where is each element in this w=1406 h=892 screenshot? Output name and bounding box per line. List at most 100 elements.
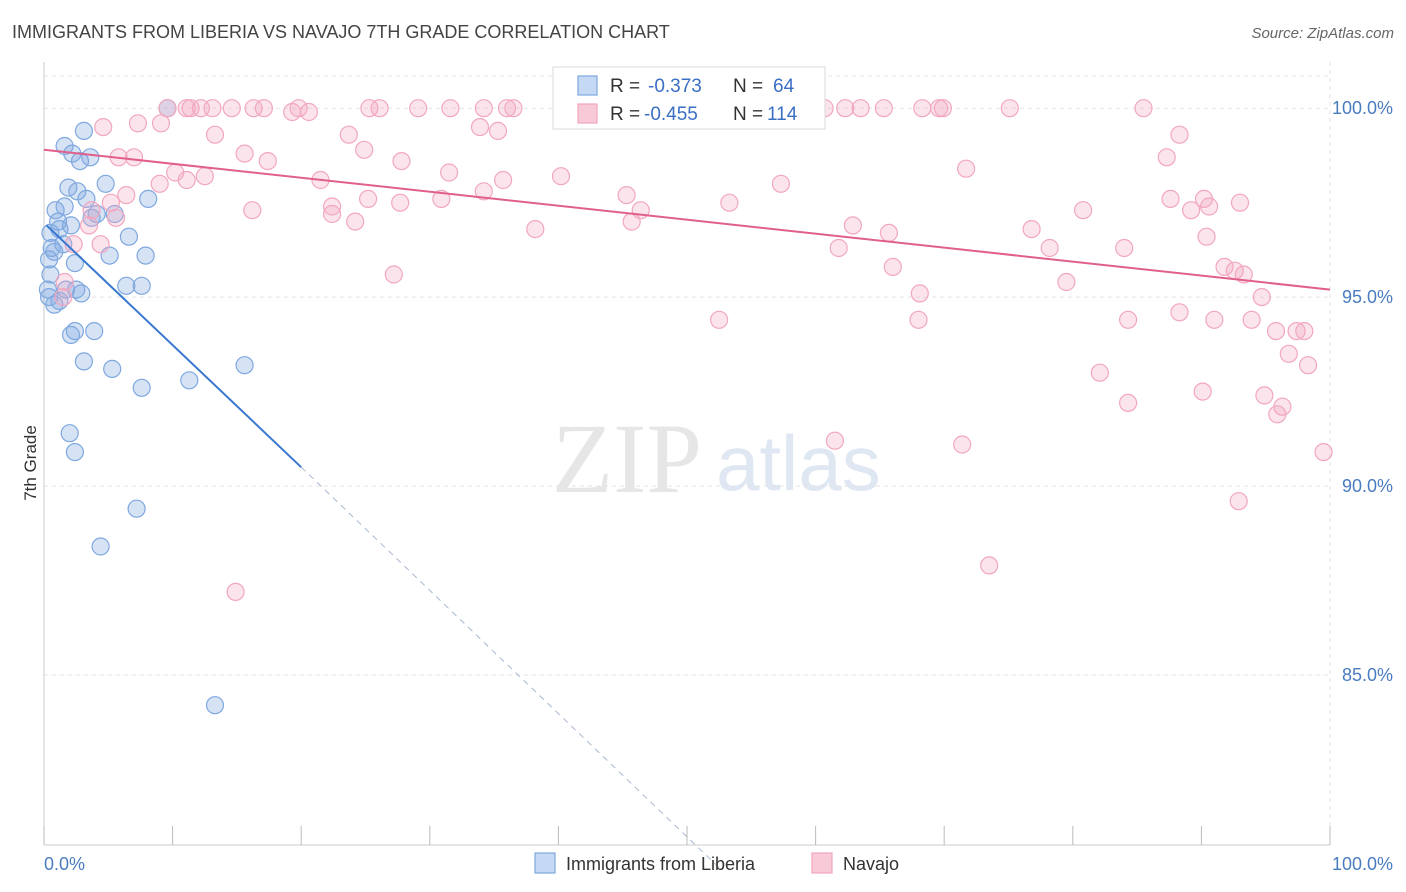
point-navajo-84 [1022, 220, 1041, 239]
point-navajo-106 [1295, 322, 1314, 341]
point-navajo-98 [709, 310, 729, 329]
point-navajo-38 [1170, 125, 1189, 144]
point-navajo-5 [222, 99, 241, 118]
y-tick-label-0: 100.0% [1332, 98, 1393, 118]
point-navajo-47 [551, 167, 571, 186]
point-liberia-20 [119, 227, 138, 246]
point-liberia-4 [70, 152, 90, 171]
point-navajo-14 [441, 99, 460, 118]
point-liberia-34 [72, 284, 91, 303]
point-navajo-72 [1230, 193, 1250, 212]
point-navajo-27 [933, 99, 953, 118]
point-navajo-104 [1266, 322, 1286, 341]
point-navajo-53 [195, 167, 214, 186]
y-tick-label-3: 85.0% [1342, 665, 1393, 685]
point-navajo-97 [54, 288, 73, 307]
bottom-legend: Immigrants from Liberia Navajo [534, 852, 899, 874]
point-navajo-54 [243, 201, 262, 220]
point-navajo-90 [1057, 272, 1076, 292]
point-navajo-11 [360, 99, 379, 118]
point-navajo-7 [254, 99, 273, 118]
point-navajo-2 [181, 99, 200, 118]
point-navajo-93 [1225, 261, 1244, 280]
point-navajo-17 [504, 99, 523, 118]
point-navajo-67 [1073, 201, 1093, 220]
point-navajo-45 [440, 163, 459, 182]
point-navajo-111 [1255, 386, 1274, 405]
legend-swatch-liberia [577, 75, 598, 96]
watermark-zip: ZIP [552, 403, 702, 514]
point-liberia-12 [55, 197, 74, 216]
point-liberia-7 [96, 174, 115, 193]
point-navajo-113 [1118, 393, 1138, 412]
point-navajo-76 [106, 208, 126, 227]
point-navajo-89 [910, 284, 929, 303]
point-navajo-120 [980, 556, 999, 575]
point-liberia-50 [205, 696, 225, 715]
point-liberia-29 [117, 276, 136, 295]
point-navajo-61 [617, 186, 636, 205]
point-navajo-115 [825, 431, 845, 450]
point-liberia-1 [55, 136, 74, 156]
y-axis-label: 7th Grade [21, 425, 40, 501]
point-liberia-19 [50, 220, 69, 239]
point-navajo-52 [177, 170, 196, 190]
point-navajo-68 [1161, 189, 1180, 208]
legend-r-value-1: -0.373 [648, 76, 702, 97]
point-liberia-43 [235, 356, 254, 375]
point-navajo-36 [488, 121, 508, 140]
point-liberia-6 [59, 178, 78, 197]
point-navajo-60 [474, 182, 493, 201]
point-navajo-0 [158, 99, 177, 118]
point-navajo-32 [151, 114, 171, 133]
point-navajo-29 [1134, 99, 1153, 118]
point-navajo-16 [497, 99, 517, 118]
point-navajo-26 [929, 99, 949, 118]
point-navajo-94 [1252, 288, 1271, 307]
regression-extension-liberia [300, 466, 720, 869]
point-liberia-44 [132, 378, 151, 397]
point-navajo-57 [359, 189, 378, 208]
point-liberia-5 [81, 148, 100, 167]
point-navajo-13 [409, 99, 428, 118]
point-navajo-87 [1197, 227, 1216, 246]
point-navajo-110 [1193, 382, 1212, 401]
point-navajo-12 [370, 99, 389, 118]
legend-r-label-2: R = [610, 104, 640, 125]
stats-legend: R = -0.373 N = 64 R = -0.455 N = 114 [552, 66, 826, 130]
point-navajo-103 [1242, 310, 1261, 329]
point-navajo-96 [55, 272, 74, 292]
point-navajo-30 [94, 117, 113, 137]
bottom-legend-swatch-liberia [534, 852, 556, 874]
point-navajo-23 [851, 99, 870, 118]
point-navajo-99 [909, 310, 928, 329]
point-navajo-73 [101, 193, 121, 212]
point-navajo-48 [956, 159, 976, 178]
point-navajo-82 [622, 212, 641, 231]
point-navajo-10 [299, 102, 318, 122]
point-navajo-22 [836, 99, 855, 118]
point-navajo-83 [829, 238, 848, 258]
chart-title: IMMIGRANTS FROM LIBERIA VS NAVAJO 7TH GR… [12, 22, 670, 42]
point-liberia-25 [136, 246, 155, 265]
point-navajo-35 [470, 117, 490, 137]
point-navajo-102 [1205, 310, 1224, 329]
point-navajo-116 [953, 435, 972, 454]
point-navajo-65 [843, 216, 863, 235]
point-liberia-9 [77, 189, 96, 208]
point-liberia-40 [61, 325, 81, 344]
point-navajo-109 [1090, 363, 1109, 382]
point-navajo-59 [432, 189, 451, 208]
point-liberia-41 [74, 352, 94, 371]
x-tick-label-1: 100.0% [1332, 854, 1393, 874]
point-navajo-28 [1000, 99, 1019, 118]
point-navajo-107 [1279, 344, 1298, 363]
point-liberia-47 [65, 443, 85, 462]
point-navajo-49 [1157, 148, 1176, 167]
point-navajo-80 [346, 212, 365, 231]
point-navajo-15 [474, 99, 493, 118]
point-navajo-114 [1268, 405, 1287, 424]
point-navajo-1 [177, 99, 196, 118]
stats-legend-box [552, 66, 826, 130]
